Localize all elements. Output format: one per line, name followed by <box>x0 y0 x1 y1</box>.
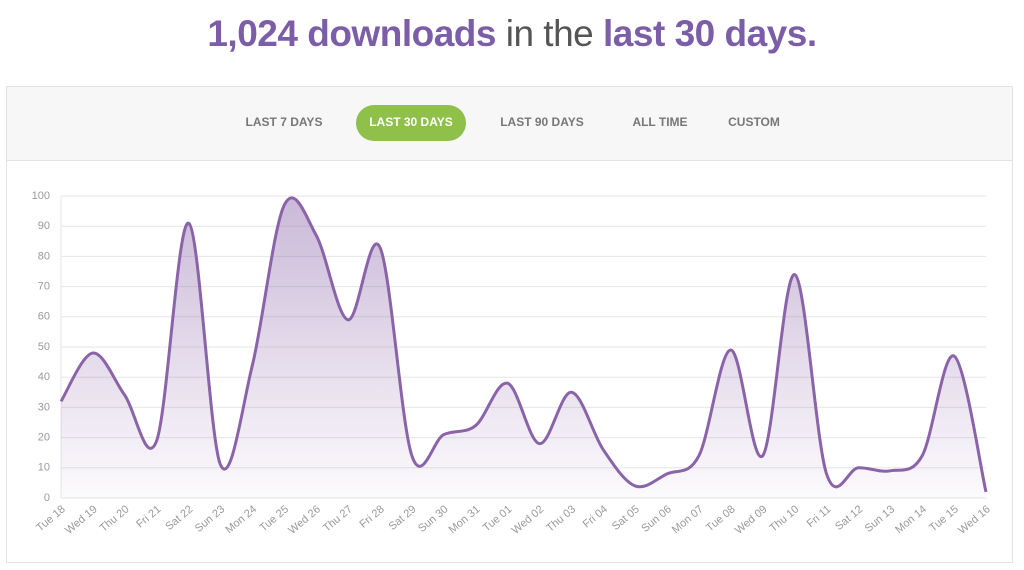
y-tick-label: 20 <box>38 432 50 444</box>
y-tick-label: 10 <box>38 462 50 474</box>
headline-range: last 30 days. <box>603 13 817 54</box>
area <box>61 197 986 498</box>
headline-text: in the <box>506 13 594 54</box>
y-tick-label: 80 <box>38 250 50 262</box>
tab-bar <box>7 87 1012 160</box>
line <box>59 196 988 493</box>
tab[interactable]: ALL TIME <box>632 115 687 129</box>
y-tick-label: 50 <box>38 341 50 353</box>
y-tick-label: 90 <box>38 220 50 232</box>
y-tick-label: 40 <box>38 371 50 383</box>
y-tick-label: 70 <box>38 281 50 293</box>
y-tick-label: 100 <box>32 190 50 202</box>
tab[interactable]: CUSTOM <box>728 115 780 129</box>
tab[interactable]: LAST 7 DAYS <box>246 115 323 129</box>
y-tick-label: 0 <box>44 492 50 504</box>
y-tick-label: 30 <box>38 401 50 413</box>
tab[interactable]: LAST 30 DAYS <box>369 115 453 129</box>
headline: 1,024 downloads in the last 30 days. <box>207 13 816 54</box>
y-tick-label: 60 <box>38 311 50 323</box>
tab[interactable]: LAST 90 DAYS <box>500 115 584 129</box>
tab-active-pill[interactable] <box>356 105 466 141</box>
headline-count: 1,024 downloads <box>207 13 496 54</box>
